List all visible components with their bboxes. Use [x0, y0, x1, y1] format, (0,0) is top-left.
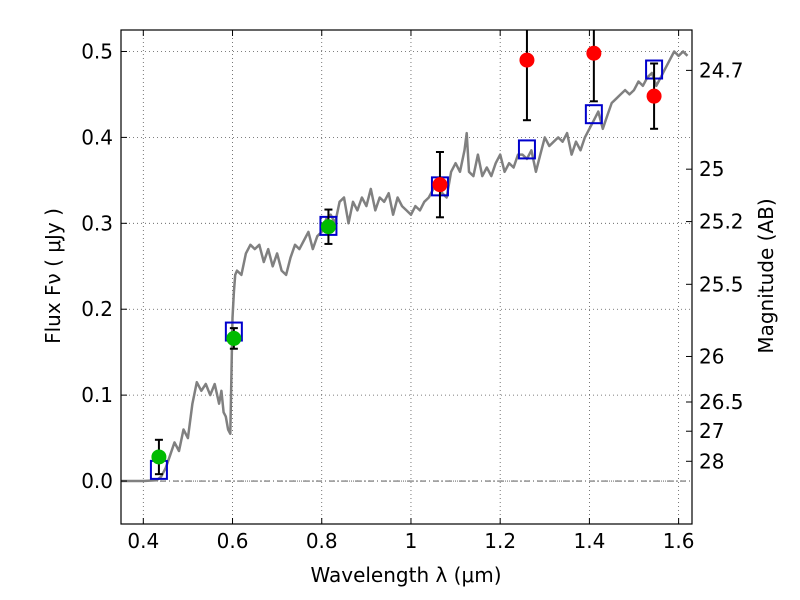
x-tick-label: 1.6 [663, 529, 695, 553]
x-tick-label: 1.2 [484, 529, 516, 553]
x-tick-label: 0.6 [217, 529, 249, 553]
magnitude-tick-label: 25 [699, 157, 724, 181]
x-tick-label: 1.4 [573, 529, 605, 553]
sed-layer [121, 50, 689, 483]
x-tick-label: 0.8 [306, 529, 338, 553]
magnitude-tick-label: 26.5 [699, 390, 744, 414]
red-point [646, 88, 662, 104]
magnitude-tick-label: 24.7 [699, 58, 744, 82]
sed-curve [121, 50, 689, 483]
y-tick-label: 0.5 [81, 39, 113, 63]
magnitude-tick-label: 27 [699, 419, 724, 443]
labels-layer: Wavelength λ (μm) Flux Fν ( μJy ) Magnit… [41, 198, 778, 587]
magnitude-tick-label: 26 [699, 344, 724, 368]
green-point [320, 219, 336, 235]
y-tick-label: 0.0 [81, 469, 113, 493]
x-tick-label: 1 [405, 529, 418, 553]
red-point [586, 45, 602, 61]
points-layer [149, 30, 664, 480]
green-point [226, 330, 242, 346]
red-point [519, 52, 535, 68]
magnitude-tick-label: 25.5 [699, 272, 744, 296]
y-tick-label: 0.2 [81, 297, 113, 321]
axes-layer: 0.4 0.6 0.8 1 1.2 1.4 1.6 0.0 0.1 0.2 0.3 0.4 0.5 24.… [81, 29, 744, 553]
y-tick-label: 0.3 [81, 211, 113, 235]
y-tick-label: 0.4 [81, 125, 113, 149]
magnitude-tick-label: 28 [699, 449, 724, 473]
x-tick-label: 0.4 [127, 529, 159, 553]
model-square [584, 104, 603, 125]
magnitude-axis-title: Magnitude (AB) [754, 198, 778, 353]
green-point [151, 449, 167, 465]
x-axis-title: Wavelength λ (μm) [310, 563, 501, 587]
model-square [517, 139, 536, 160]
magnitude-tick-label: 25.2 [699, 210, 744, 234]
red-point [432, 177, 448, 193]
y-axis-title: Flux Fν ( μJy ) [41, 208, 65, 344]
plot-frame [120, 29, 693, 525]
y-tick-label: 0.1 [81, 383, 113, 407]
